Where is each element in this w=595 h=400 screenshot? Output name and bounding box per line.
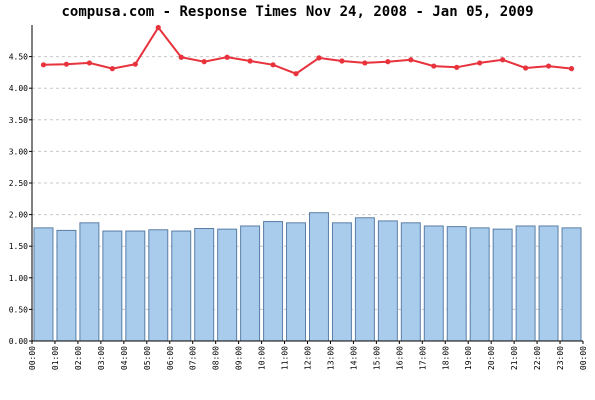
x-tick-label: 19:00 bbox=[464, 346, 473, 370]
bar bbox=[561, 227, 582, 342]
line-point bbox=[293, 71, 299, 77]
bar bbox=[102, 230, 123, 342]
line-point bbox=[568, 66, 575, 72]
x-tick-label: 22:00 bbox=[533, 346, 542, 370]
y-tick-label: 4.00 bbox=[9, 84, 28, 93]
bar bbox=[125, 230, 146, 342]
line-point bbox=[454, 64, 460, 70]
x-tick-label: 23:00 bbox=[556, 346, 565, 370]
bar bbox=[423, 225, 444, 342]
x-tick-label: 21:00 bbox=[510, 346, 519, 370]
line-point bbox=[178, 54, 184, 60]
x-tick-label: 09:00 bbox=[235, 346, 244, 370]
line-point bbox=[40, 62, 47, 68]
bar bbox=[217, 228, 238, 342]
x-tick-label: 00:00 bbox=[579, 346, 588, 370]
line-point bbox=[63, 61, 70, 67]
bar bbox=[56, 229, 77, 342]
bar bbox=[331, 222, 352, 342]
bar bbox=[263, 221, 284, 342]
line-point bbox=[545, 63, 552, 69]
bar bbox=[538, 225, 559, 342]
x-tick-label: 16:00 bbox=[395, 346, 404, 370]
y-tick-label: 2.00 bbox=[9, 211, 28, 220]
y-tick-label: 4.50 bbox=[9, 53, 28, 62]
x-tick-label: 20:00 bbox=[487, 346, 496, 370]
y-tick-label: 2.50 bbox=[9, 179, 28, 188]
line-point bbox=[201, 59, 207, 65]
y-tick-label: 1.50 bbox=[9, 242, 28, 251]
x-tick-label: 00:00 bbox=[28, 346, 37, 370]
line-point bbox=[316, 55, 322, 61]
x-tick-label: 04:00 bbox=[120, 346, 129, 370]
y-tick-label: 0.50 bbox=[9, 305, 28, 314]
chart-title: compusa.com - Response Times Nov 24, 200… bbox=[61, 4, 534, 20]
line-point bbox=[155, 24, 161, 31]
bar bbox=[446, 226, 467, 342]
x-tick-label: 06:00 bbox=[166, 346, 175, 370]
bar bbox=[400, 222, 421, 342]
line-point bbox=[385, 59, 391, 65]
line-point bbox=[86, 60, 92, 66]
x-tick-label: 18:00 bbox=[441, 346, 450, 370]
y-tick-label: 3.50 bbox=[9, 116, 28, 125]
x-tick-label: 13:00 bbox=[326, 346, 335, 370]
bar bbox=[309, 212, 329, 342]
line-point bbox=[500, 57, 506, 63]
x-tick-label: 15:00 bbox=[372, 346, 381, 370]
x-tick-label: 10:00 bbox=[258, 346, 267, 370]
bar bbox=[33, 227, 54, 342]
line-point bbox=[247, 58, 253, 64]
line-point bbox=[362, 60, 368, 66]
line-point bbox=[224, 54, 230, 60]
line-point bbox=[477, 60, 483, 66]
line-point bbox=[408, 57, 414, 63]
line-point bbox=[109, 66, 115, 72]
line-point bbox=[270, 62, 276, 68]
bar bbox=[194, 228, 215, 342]
line-series bbox=[43, 25, 572, 75]
y-tick-label: 0.00 bbox=[9, 337, 28, 346]
line-point bbox=[523, 65, 529, 71]
bar bbox=[240, 225, 261, 342]
x-tick-label: 08:00 bbox=[212, 346, 221, 370]
bar bbox=[286, 222, 306, 342]
bar bbox=[171, 230, 192, 342]
x-tick-label: 01:00 bbox=[51, 346, 60, 370]
line-point bbox=[339, 58, 345, 64]
x-tick-label: 11:00 bbox=[281, 346, 290, 370]
bar bbox=[354, 217, 375, 342]
x-tick-label: 03:00 bbox=[97, 346, 106, 370]
x-tick-label: 05:00 bbox=[143, 346, 152, 370]
x-tick-label: 12:00 bbox=[304, 346, 313, 370]
bar bbox=[469, 227, 490, 342]
bar bbox=[492, 228, 513, 342]
bar bbox=[148, 229, 169, 342]
x-tick-label: 14:00 bbox=[349, 346, 358, 370]
x-tick-label: 17:00 bbox=[418, 346, 427, 370]
bar bbox=[79, 222, 100, 342]
line-point bbox=[431, 63, 437, 69]
x-tick-label: 07:00 bbox=[189, 346, 198, 370]
bar bbox=[515, 225, 536, 342]
y-tick-label: 3.00 bbox=[9, 147, 28, 156]
line-point bbox=[132, 61, 138, 67]
x-tick-label: 02:00 bbox=[74, 346, 83, 370]
y-tick-label: 1.00 bbox=[9, 274, 28, 283]
bar bbox=[377, 220, 398, 342]
